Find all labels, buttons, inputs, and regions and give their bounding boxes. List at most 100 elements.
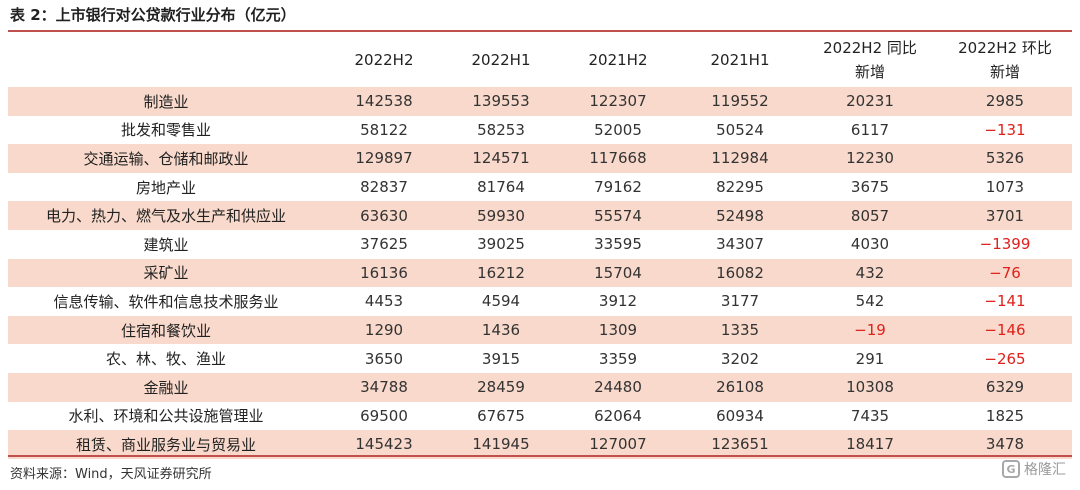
value-cell: 16082 — [678, 258, 802, 288]
value-cell: 112984 — [678, 144, 802, 173]
value-cell: 3650 — [364, 349, 404, 368]
value-cell: 141945 — [444, 430, 558, 459]
value-cell: 2985 — [938, 87, 1072, 116]
value-cell: 6329 — [938, 372, 1072, 402]
value-cell: 3915 — [481, 349, 521, 368]
value-cell: 1073 — [985, 178, 1025, 197]
industry-name: 住宿和餐饮业 — [8, 315, 324, 345]
value-cell: 69500 — [360, 406, 408, 425]
value-cell: 24480 — [558, 372, 678, 402]
value-cell: 3202 — [720, 349, 760, 368]
value-cell: 16212 — [444, 258, 558, 288]
value-cell: 4030 — [850, 235, 890, 254]
industry-name: 信息传输、软件和信息技术服务业 — [53, 292, 279, 311]
loan-industry-table: 2022H2 2022H1 2021H2 2021H1 2022H2 同比 新增 2022… — [8, 33, 1072, 459]
column-header: 2021H2 — [588, 51, 648, 69]
value-cell: 145423 — [324, 430, 444, 459]
industry-name: 电力、热力、燃气及水生产和供应业 — [8, 201, 324, 230]
value-cell: 63630 — [324, 201, 444, 230]
value-cell: 432 — [802, 258, 938, 288]
value-cell: 6117 — [850, 120, 890, 139]
industry-name: 建筑业 — [143, 235, 189, 254]
value-cell: 3359 — [598, 349, 638, 368]
table-row: 农、林、牧、渔业 3650 3915 3359 3202 291 −265 — [8, 344, 1072, 373]
column-header: 2022H1 — [471, 51, 531, 69]
column-header — [8, 33, 324, 87]
value-cell: 39025 — [477, 235, 525, 254]
logo-icon: G — [1002, 460, 1020, 478]
value-cell: 139553 — [444, 87, 558, 116]
value-cell: 117668 — [558, 144, 678, 173]
value-cell: 20231 — [802, 87, 938, 116]
value-cell: 122307 — [558, 87, 678, 116]
industry-name: 水利、环境和公共设施管理业 — [68, 407, 264, 426]
industry-name: 采矿业 — [8, 258, 324, 288]
value-cell: 12230 — [802, 144, 938, 173]
table-row: 批发和零售业 58122 58253 52005 50524 6117 −131 — [8, 116, 1072, 145]
table-row: 采矿业 16136 16212 15704 16082 432 −76 — [8, 258, 1072, 288]
value-cell: 58122 — [360, 120, 408, 139]
value-cell: 542 — [855, 292, 885, 311]
value-cell: −146 — [938, 315, 1072, 345]
value-cell: −131 — [984, 120, 1026, 139]
value-cell: 3675 — [850, 178, 890, 197]
value-cell: 60934 — [716, 406, 764, 425]
value-cell: 3701 — [938, 201, 1072, 230]
value-cell: 16136 — [324, 258, 444, 288]
table-row: 水利、环境和公共设施管理业 69500 67675 62064 60934 7435 182… — [8, 402, 1072, 431]
column-header: 2021H1 — [710, 51, 770, 69]
value-cell: 82837 — [360, 178, 408, 197]
header-row: 2022H2 2022H1 2021H2 2021H1 2022H2 同比 新增 2022… — [8, 33, 1072, 87]
value-cell: 4594 — [481, 292, 521, 311]
value-cell: 127007 — [558, 430, 678, 459]
value-cell: 1436 — [444, 315, 558, 345]
column-header: 2022H2 环比 新增 — [958, 39, 1052, 81]
bottom-rule — [8, 455, 1072, 457]
value-cell: 81764 — [477, 178, 525, 197]
table-number: 表 2： — [10, 6, 56, 24]
value-cell: 28459 — [444, 372, 558, 402]
value-cell: 82295 — [716, 178, 764, 197]
table-row: 租赁、商业服务业与贸易业 145423 141945 127007 123651 1841… — [8, 430, 1072, 459]
value-cell: 26108 — [678, 372, 802, 402]
industry-name: 金融业 — [8, 372, 324, 402]
table-row: 房地产业 82837 81764 79162 82295 3675 1073 — [8, 173, 1072, 202]
value-cell: 119552 — [678, 87, 802, 116]
table-body: 制造业 142538 139553 122307 119552 20231 2985 批发和零… — [8, 87, 1072, 459]
value-cell: −19 — [802, 315, 938, 345]
industry-name: 交通运输、仓储和邮政业 — [8, 144, 324, 173]
value-cell: 67675 — [477, 406, 525, 425]
value-cell: 7435 — [850, 406, 890, 425]
value-cell: 142538 — [324, 87, 444, 116]
value-cell: 15704 — [558, 258, 678, 288]
value-cell: −1399 — [979, 235, 1031, 254]
table-row: 金融业 34788 28459 24480 26108 10308 6329 — [8, 372, 1072, 402]
industry-name: 农、林、牧、渔业 — [105, 350, 226, 369]
value-cell: 4453 — [364, 292, 404, 311]
value-cell: 8057 — [802, 201, 938, 230]
value-cell: 123651 — [678, 430, 802, 459]
value-cell: 1309 — [558, 315, 678, 345]
value-cell: 59930 — [444, 201, 558, 230]
value-cell: 33595 — [594, 235, 642, 254]
value-cell: 52498 — [678, 201, 802, 230]
value-cell: −76 — [938, 258, 1072, 288]
value-cell: 52005 — [594, 120, 642, 139]
source-note: 资料来源：Wind，天风证券研究所 — [10, 467, 212, 482]
table-caption: 上市银行对公贷款行业分布（亿元） — [55, 6, 296, 24]
value-cell: 34307 — [716, 235, 764, 254]
industry-name: 房地产业 — [135, 178, 196, 197]
top-rule — [8, 30, 1072, 32]
value-cell: 50524 — [716, 120, 764, 139]
table-title: 表 2：上市银行对公贷款行业分布（亿元） — [10, 4, 296, 25]
value-cell: 291 — [855, 349, 885, 368]
value-cell: 1825 — [985, 406, 1025, 425]
value-cell: 18417 — [802, 430, 938, 459]
industry-name: 租赁、商业服务业与贸易业 — [8, 430, 324, 459]
value-cell: 124571 — [444, 144, 558, 173]
value-cell: 1290 — [324, 315, 444, 345]
value-cell: 34788 — [324, 372, 444, 402]
table-row: 信息传输、软件和信息技术服务业 4453 4594 3912 3177 542 −141 — [8, 287, 1072, 316]
industry-name: 批发和零售业 — [120, 121, 211, 140]
column-header: 2022H2 同比 新增 — [823, 39, 917, 81]
